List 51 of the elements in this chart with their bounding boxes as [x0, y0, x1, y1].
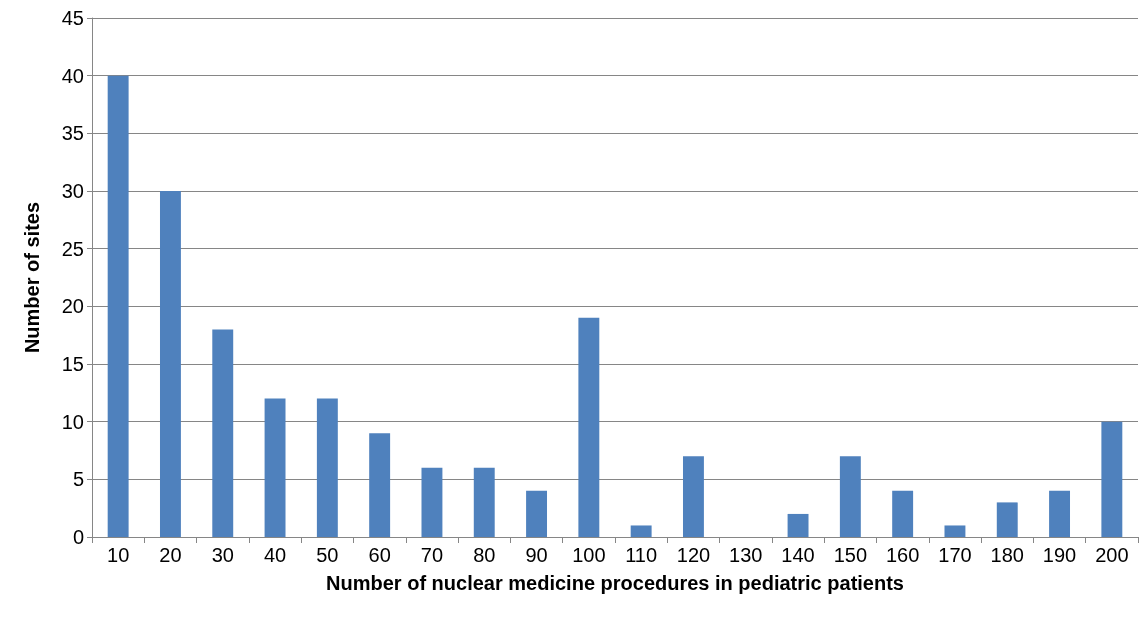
x-tick-label: 90	[525, 544, 548, 566]
y-tick-label: 25	[61, 237, 84, 260]
y-tick-label: 15	[61, 353, 84, 375]
bar	[316, 398, 338, 537]
y-tick-label: 5	[72, 468, 84, 491]
y-tick-label: 45	[61, 7, 84, 29]
bar	[787, 513, 809, 537]
x-tick-label: 160	[885, 544, 920, 566]
x-tick-label: 50	[316, 544, 339, 566]
y-tick-label: 10	[61, 410, 84, 433]
bar	[996, 502, 1018, 537]
y-tick-label: 35	[61, 122, 84, 145]
bar	[839, 456, 861, 537]
y-axis-title: Number of sites	[21, 201, 43, 354]
x-tick-label: 40	[263, 544, 287, 566]
y-tick-label: 20	[61, 295, 84, 318]
x-tick-label: 120	[676, 544, 711, 566]
bar	[421, 467, 443, 537]
bar	[630, 525, 652, 537]
x-tick-label: 150	[833, 544, 868, 566]
bar	[578, 317, 600, 537]
x-tick-label: 100	[572, 544, 606, 566]
bar	[682, 456, 704, 537]
x-tick-label: 110	[625, 544, 658, 566]
x-tick-label: 130	[729, 544, 763, 566]
x-tick-label: 60	[368, 544, 391, 566]
x-tick-label: 80	[473, 544, 496, 566]
bar	[107, 75, 129, 537]
bar	[212, 329, 234, 537]
x-tick-label: 200	[1095, 544, 1129, 566]
x-tick-label: 70	[420, 544, 444, 566]
x-tick-label: 170	[938, 544, 972, 566]
x-tick-label: 180	[990, 544, 1024, 566]
bar	[473, 467, 495, 537]
bar	[944, 525, 966, 537]
y-tick-label: 0	[72, 526, 84, 548]
bar	[369, 433, 391, 537]
bar	[1101, 421, 1123, 537]
x-tick-label: 30	[211, 544, 234, 566]
x-tick-label: 20	[159, 544, 182, 566]
x-tick-label: 190	[1042, 544, 1077, 566]
bar	[1049, 490, 1071, 537]
bar	[159, 191, 181, 537]
bar	[264, 398, 286, 537]
x-tick-label: 140	[781, 544, 815, 566]
bar	[892, 490, 914, 537]
y-tick-label: 30	[61, 180, 84, 202]
bar	[526, 490, 548, 537]
y-tick-label: 40	[61, 64, 84, 87]
x-axis-title: Number of nuclear medicine procedures in pediatric patients	[326, 572, 904, 594]
x-tick-label: 10	[107, 544, 130, 566]
